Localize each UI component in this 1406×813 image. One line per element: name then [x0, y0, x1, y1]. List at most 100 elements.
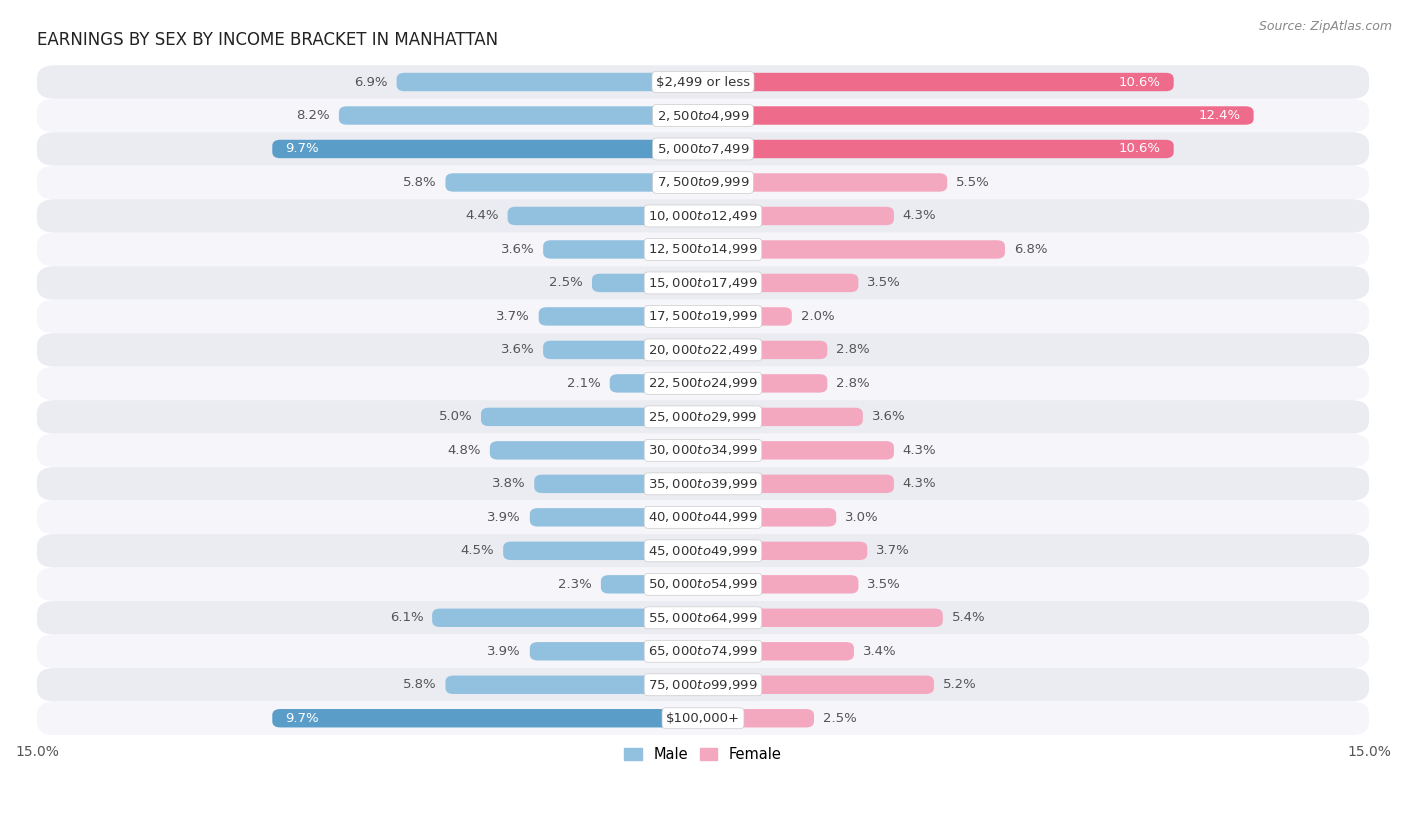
FancyBboxPatch shape: [432, 609, 703, 627]
FancyBboxPatch shape: [37, 300, 1369, 333]
Legend: Male, Female: Male, Female: [619, 741, 787, 768]
FancyBboxPatch shape: [703, 676, 934, 694]
Text: 3.5%: 3.5%: [868, 578, 901, 591]
Text: 3.6%: 3.6%: [501, 343, 534, 356]
Text: $75,000 to $99,999: $75,000 to $99,999: [648, 678, 758, 692]
FancyBboxPatch shape: [37, 567, 1369, 601]
FancyBboxPatch shape: [37, 133, 1369, 166]
Text: 2.8%: 2.8%: [837, 343, 870, 356]
FancyBboxPatch shape: [530, 642, 703, 660]
Text: $2,500 to $4,999: $2,500 to $4,999: [657, 108, 749, 123]
FancyBboxPatch shape: [592, 274, 703, 292]
Text: 4.4%: 4.4%: [465, 210, 499, 223]
FancyBboxPatch shape: [703, 642, 853, 660]
FancyBboxPatch shape: [489, 441, 703, 459]
Text: $22,500 to $24,999: $22,500 to $24,999: [648, 376, 758, 390]
FancyBboxPatch shape: [703, 341, 827, 359]
FancyBboxPatch shape: [37, 166, 1369, 199]
Text: 3.9%: 3.9%: [488, 645, 522, 658]
Text: 3.6%: 3.6%: [501, 243, 534, 256]
FancyBboxPatch shape: [396, 73, 703, 91]
FancyBboxPatch shape: [508, 207, 703, 225]
FancyBboxPatch shape: [37, 668, 1369, 702]
Text: 2.1%: 2.1%: [567, 377, 600, 390]
Text: 2.0%: 2.0%: [800, 310, 834, 323]
Text: 3.5%: 3.5%: [868, 276, 901, 289]
Text: 3.8%: 3.8%: [492, 477, 526, 490]
FancyBboxPatch shape: [703, 107, 1254, 124]
FancyBboxPatch shape: [37, 634, 1369, 668]
FancyBboxPatch shape: [703, 475, 894, 493]
Text: $7,500 to $9,999: $7,500 to $9,999: [657, 176, 749, 189]
Text: 3.4%: 3.4%: [863, 645, 897, 658]
FancyBboxPatch shape: [703, 407, 863, 426]
Text: 3.9%: 3.9%: [488, 511, 522, 524]
Text: $25,000 to $29,999: $25,000 to $29,999: [648, 410, 758, 424]
Text: EARNINGS BY SEX BY INCOME BRACKET IN MANHATTAN: EARNINGS BY SEX BY INCOME BRACKET IN MAN…: [37, 31, 498, 50]
Text: $5,000 to $7,499: $5,000 to $7,499: [657, 142, 749, 156]
FancyBboxPatch shape: [538, 307, 703, 326]
FancyBboxPatch shape: [703, 73, 1174, 91]
Text: 5.0%: 5.0%: [439, 411, 472, 424]
FancyBboxPatch shape: [273, 709, 703, 728]
Text: $50,000 to $54,999: $50,000 to $54,999: [648, 577, 758, 591]
FancyBboxPatch shape: [703, 240, 1005, 259]
FancyBboxPatch shape: [37, 467, 1369, 501]
Text: 9.7%: 9.7%: [285, 711, 319, 724]
FancyBboxPatch shape: [37, 65, 1369, 98]
Text: $40,000 to $44,999: $40,000 to $44,999: [648, 511, 758, 524]
FancyBboxPatch shape: [703, 374, 827, 393]
Text: 2.3%: 2.3%: [558, 578, 592, 591]
FancyBboxPatch shape: [37, 266, 1369, 300]
Text: $10,000 to $12,499: $10,000 to $12,499: [648, 209, 758, 223]
FancyBboxPatch shape: [37, 400, 1369, 433]
Text: 3.6%: 3.6%: [872, 411, 905, 424]
Text: $55,000 to $64,999: $55,000 to $64,999: [648, 611, 758, 625]
Text: $12,500 to $14,999: $12,500 to $14,999: [648, 242, 758, 256]
Text: 4.3%: 4.3%: [903, 210, 936, 223]
Text: Source: ZipAtlas.com: Source: ZipAtlas.com: [1258, 20, 1392, 33]
FancyBboxPatch shape: [703, 441, 894, 459]
Text: 3.7%: 3.7%: [876, 545, 910, 558]
FancyBboxPatch shape: [503, 541, 703, 560]
Text: 4.3%: 4.3%: [903, 444, 936, 457]
Text: 9.7%: 9.7%: [285, 142, 319, 155]
FancyBboxPatch shape: [703, 173, 948, 192]
Text: $2,499 or less: $2,499 or less: [657, 76, 749, 89]
Text: 6.8%: 6.8%: [1014, 243, 1047, 256]
Text: 3.7%: 3.7%: [496, 310, 530, 323]
FancyBboxPatch shape: [703, 508, 837, 527]
FancyBboxPatch shape: [37, 199, 1369, 233]
Text: 2.5%: 2.5%: [550, 276, 583, 289]
FancyBboxPatch shape: [703, 541, 868, 560]
FancyBboxPatch shape: [703, 307, 792, 326]
Text: 4.8%: 4.8%: [447, 444, 481, 457]
Text: $15,000 to $17,499: $15,000 to $17,499: [648, 276, 758, 290]
Text: 8.2%: 8.2%: [297, 109, 330, 122]
FancyBboxPatch shape: [703, 207, 894, 225]
FancyBboxPatch shape: [37, 702, 1369, 735]
FancyBboxPatch shape: [446, 676, 703, 694]
Text: 5.2%: 5.2%: [943, 678, 977, 691]
FancyBboxPatch shape: [543, 341, 703, 359]
Text: 5.8%: 5.8%: [404, 176, 437, 189]
Text: $20,000 to $22,499: $20,000 to $22,499: [648, 343, 758, 357]
Text: 6.1%: 6.1%: [389, 611, 423, 624]
FancyBboxPatch shape: [37, 333, 1369, 367]
Text: $30,000 to $34,999: $30,000 to $34,999: [648, 443, 758, 458]
Text: $35,000 to $39,999: $35,000 to $39,999: [648, 477, 758, 491]
FancyBboxPatch shape: [37, 534, 1369, 567]
FancyBboxPatch shape: [703, 274, 859, 292]
Text: 2.5%: 2.5%: [823, 711, 856, 724]
Text: 10.6%: 10.6%: [1118, 142, 1160, 155]
Text: 6.9%: 6.9%: [354, 76, 388, 89]
Text: $65,000 to $74,999: $65,000 to $74,999: [648, 644, 758, 659]
FancyBboxPatch shape: [600, 575, 703, 593]
FancyBboxPatch shape: [37, 501, 1369, 534]
Text: $17,500 to $19,999: $17,500 to $19,999: [648, 310, 758, 324]
FancyBboxPatch shape: [610, 374, 703, 393]
Text: 3.0%: 3.0%: [845, 511, 879, 524]
FancyBboxPatch shape: [273, 140, 703, 159]
FancyBboxPatch shape: [530, 508, 703, 527]
FancyBboxPatch shape: [37, 601, 1369, 634]
